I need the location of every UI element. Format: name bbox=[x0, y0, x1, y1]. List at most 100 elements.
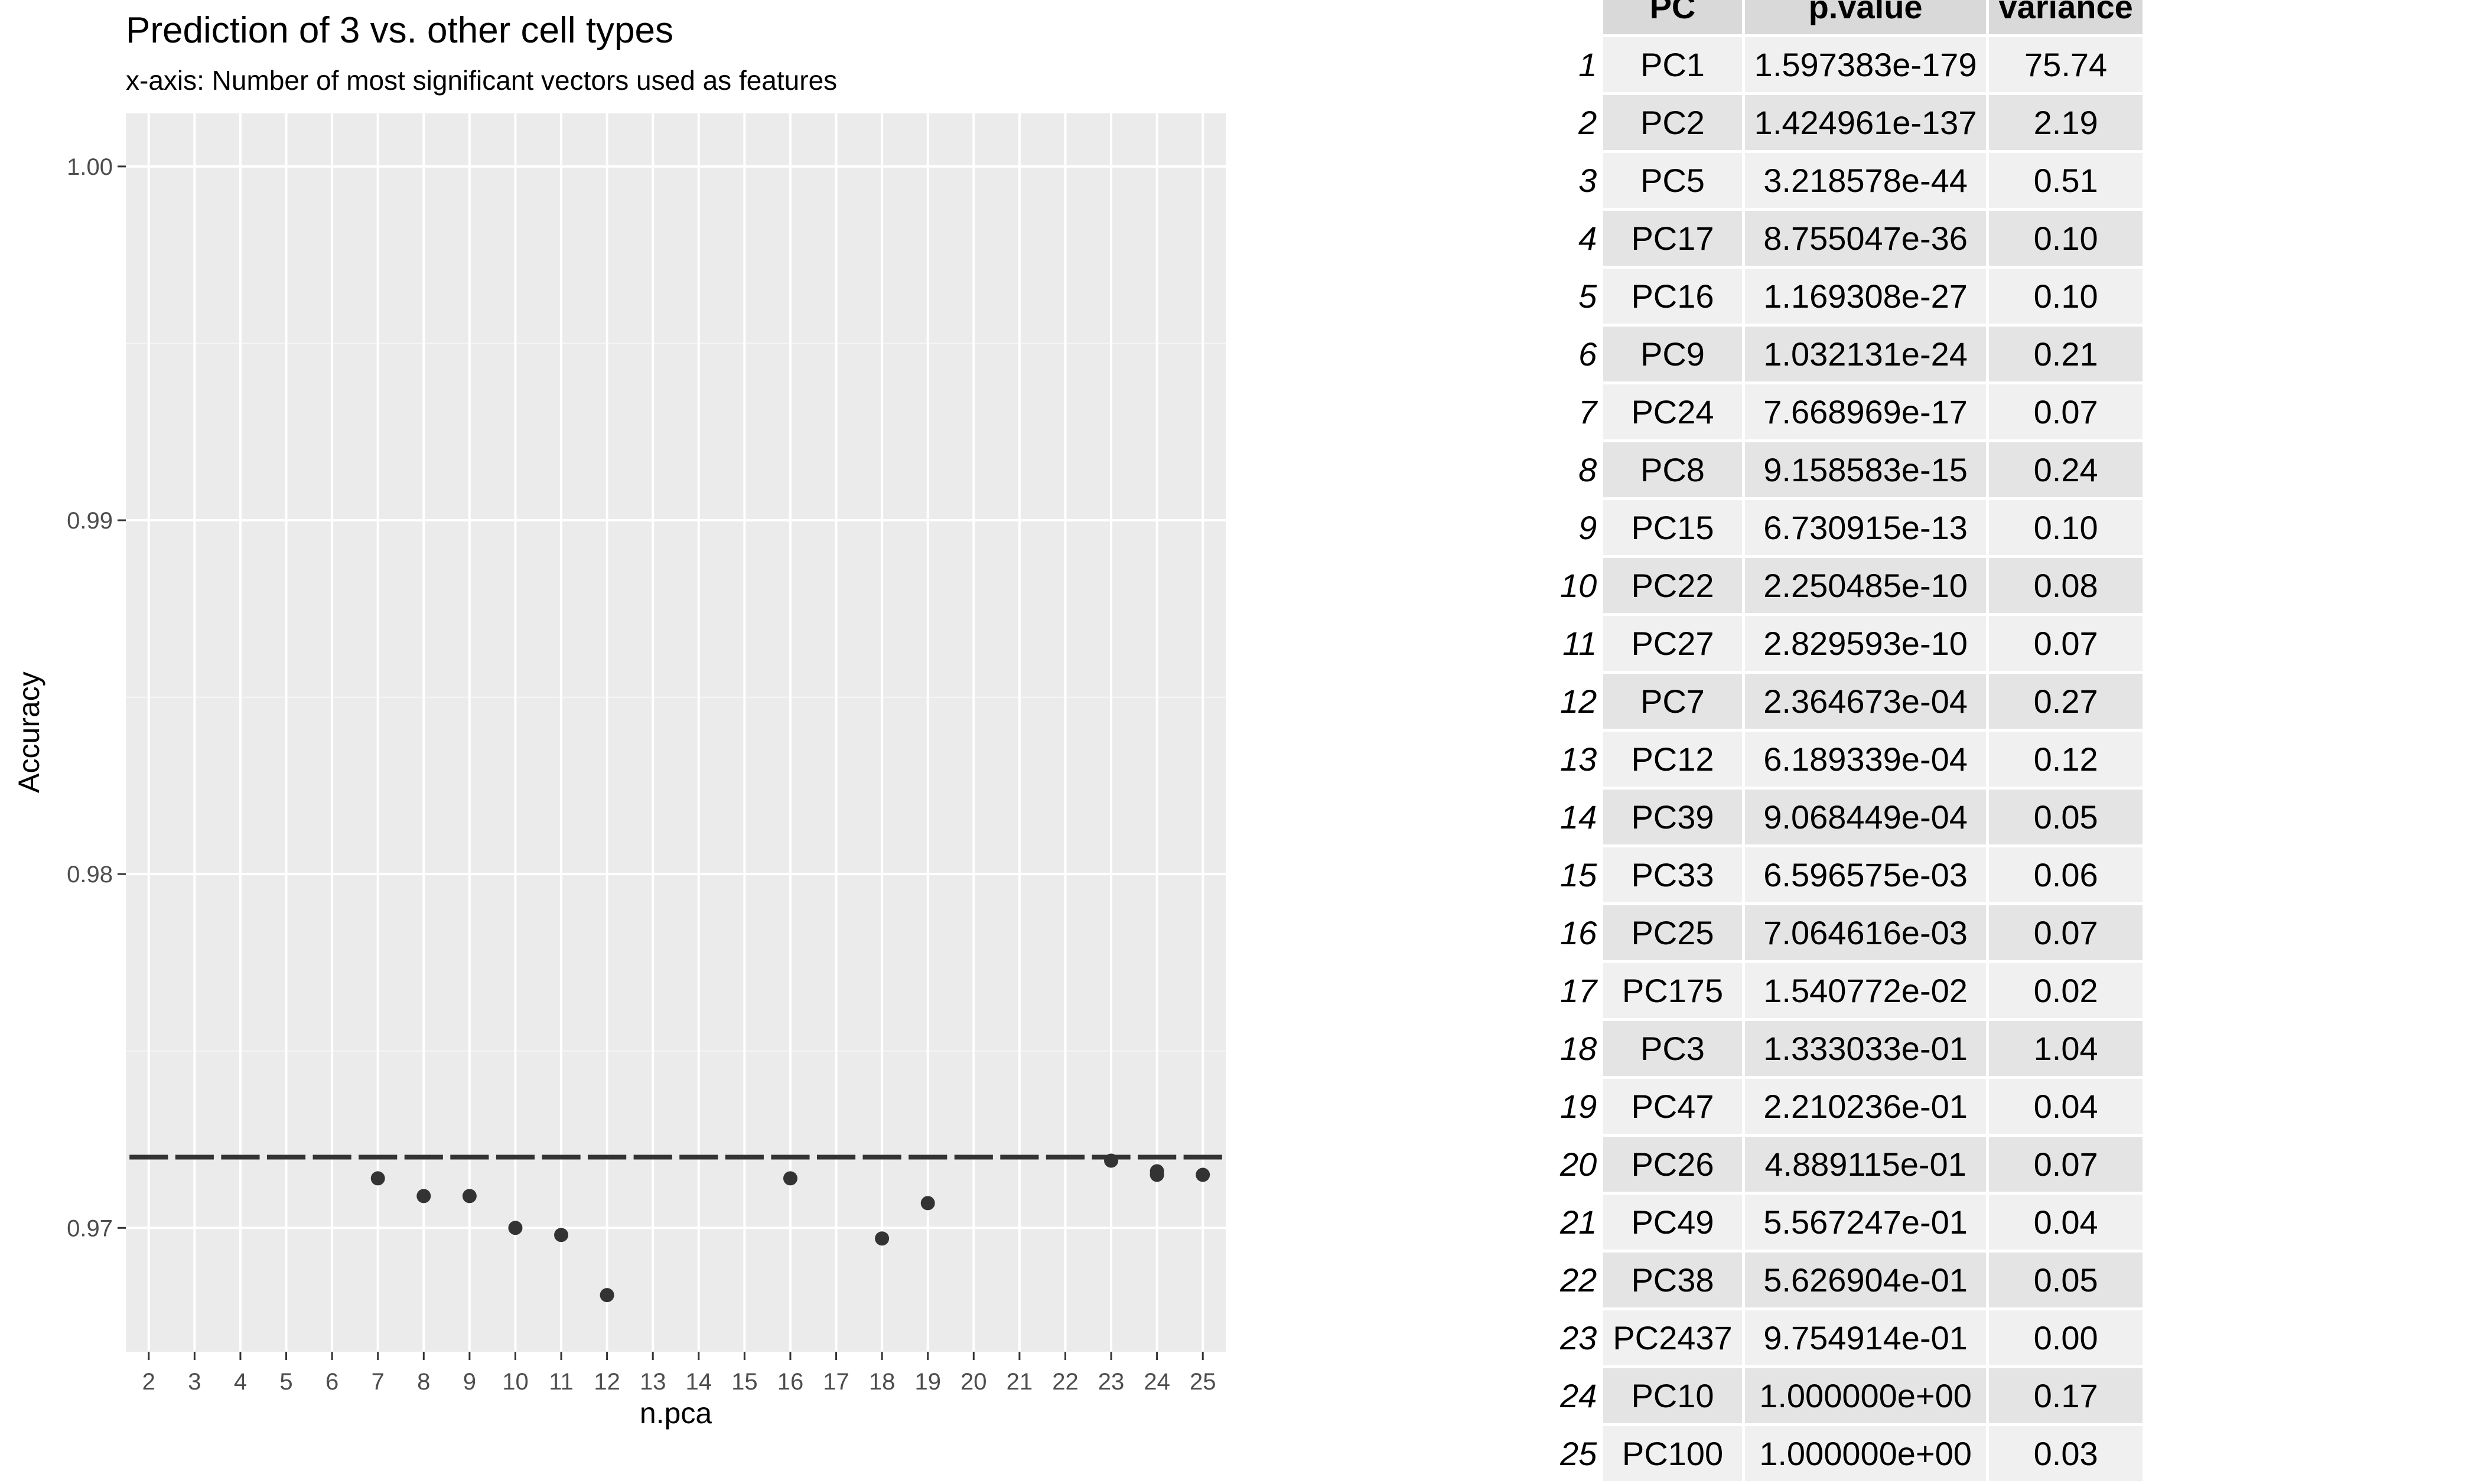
table-cell-pvalue: 7.064616e-03 bbox=[1744, 905, 1987, 960]
data-point bbox=[508, 1221, 523, 1235]
table-row-index: 25 bbox=[1560, 1435, 1597, 1472]
table-cell-pvalue: 1.169308e-27 bbox=[1744, 269, 1987, 324]
table-row: 10 PC22 2.250485e-10 0.08 bbox=[1551, 558, 2143, 613]
table-cell-pvalue: 4.889115e-01 bbox=[1744, 1137, 1987, 1192]
table-cell-variance: 0.10 bbox=[1989, 269, 2143, 324]
table-row: 1 PC1 1.597383e-179 75.74 bbox=[1551, 37, 2143, 92]
pc-pvalue-table: PC p.value variance 1 PC1 1.597383e-179 75.… bbox=[1548, 0, 2145, 1484]
table-cell-pc: PC16 bbox=[1603, 269, 1742, 324]
x-tick-label: 9 bbox=[463, 1369, 476, 1395]
table-cell-pvalue: 5.626904e-01 bbox=[1744, 1253, 1987, 1307]
x-tick-label: 2 bbox=[142, 1369, 155, 1395]
table-cell-pc: PC8 bbox=[1603, 442, 1742, 497]
table-cell-pc: PC10 bbox=[1603, 1368, 1742, 1423]
table-cell-variance: 0.05 bbox=[1989, 1253, 2143, 1307]
x-tick-label: 5 bbox=[279, 1369, 292, 1395]
x-tick-label: 23 bbox=[1098, 1369, 1125, 1395]
table-row-index: 10 bbox=[1560, 567, 1597, 604]
table-row-index: 22 bbox=[1560, 1261, 1597, 1299]
table-cell-pvalue: 6.189339e-04 bbox=[1744, 732, 1987, 787]
x-tick-label: 17 bbox=[823, 1369, 849, 1395]
table-cell-variance: 0.02 bbox=[1989, 963, 2143, 1018]
grid-lines bbox=[126, 113, 1226, 1352]
table-cell-pvalue: 1.540772e-02 bbox=[1744, 963, 1987, 1018]
x-tick-label: 22 bbox=[1052, 1369, 1079, 1395]
table-row: 3 PC5 3.218578e-44 0.51 bbox=[1551, 153, 2143, 208]
table-cell-variance: 0.51 bbox=[1989, 153, 2143, 208]
x-tick-label: 15 bbox=[731, 1369, 758, 1395]
table-row-index: 16 bbox=[1560, 914, 1597, 951]
x-tick-label: 7 bbox=[372, 1369, 385, 1395]
table-cell-pvalue: 1.000000e+00 bbox=[1744, 1426, 1987, 1481]
table-row-index: 15 bbox=[1560, 856, 1597, 893]
x-axis-ticks: 2 3 4 5 6 7 8 9 10 11 12 13 14 15 16 17 18 19 20 21 22 23 24 25 bbox=[142, 1352, 1216, 1395]
table-row: 19 PC47 2.210236e-01 0.04 bbox=[1551, 1079, 2143, 1134]
table-header-row: PC p.value variance bbox=[1551, 0, 2143, 34]
table-cell-pvalue: 2.829593e-10 bbox=[1744, 616, 1987, 671]
table-row: 15 PC33 6.596575e-03 0.06 bbox=[1551, 847, 2143, 902]
x-tick-label: 13 bbox=[640, 1369, 666, 1395]
data-point bbox=[1104, 1153, 1119, 1168]
x-tick-label: 12 bbox=[594, 1369, 620, 1395]
table-row-index: 7 bbox=[1578, 393, 1597, 430]
data-point bbox=[416, 1189, 431, 1203]
table-row: 6 PC9 1.032131e-24 0.21 bbox=[1551, 327, 2143, 381]
table-cell-pc: PC12 bbox=[1603, 732, 1742, 787]
data-point bbox=[920, 1196, 935, 1211]
table-row-index: 14 bbox=[1560, 798, 1597, 836]
data-point bbox=[1196, 1167, 1210, 1182]
table-cell-pvalue: 6.730915e-13 bbox=[1744, 500, 1987, 555]
table-cell-variance: 0.10 bbox=[1989, 211, 2143, 266]
table-cell-pvalue: 1.032131e-24 bbox=[1744, 327, 1987, 381]
chart-subtitle: x-axis: Number of most significant vecto… bbox=[126, 65, 837, 96]
table-cell-pc: PC49 bbox=[1603, 1195, 1742, 1250]
data-point bbox=[875, 1231, 890, 1246]
table-row: 2 PC2 1.424961e-137 2.19 bbox=[1551, 95, 2143, 150]
y-tick-label: 0.98 bbox=[67, 862, 113, 888]
table-row-index: 6 bbox=[1578, 335, 1597, 373]
table-cell-pc: PC1 bbox=[1603, 37, 1742, 92]
table-row-index: 4 bbox=[1578, 220, 1597, 257]
table-cell-pc: PC15 bbox=[1603, 500, 1742, 555]
table-body: 1 PC1 1.597383e-179 75.74 2 PC2 1.424961e-137 2… bbox=[1551, 37, 2143, 1481]
table-cell-pvalue: 8.755047e-36 bbox=[1744, 211, 1987, 266]
table-cell-pc: PC26 bbox=[1603, 1137, 1742, 1192]
table-row-index: 3 bbox=[1578, 162, 1597, 199]
table-row: 16 PC25 7.064616e-03 0.07 bbox=[1551, 905, 2143, 960]
table-row-index: 9 bbox=[1578, 509, 1597, 546]
table-cell-variance: 0.03 bbox=[1989, 1426, 2143, 1481]
table-cell-variance: 0.05 bbox=[1989, 790, 2143, 844]
y-tick-label: 1.00 bbox=[67, 154, 113, 180]
table-cell-pc: PC5 bbox=[1603, 153, 1742, 208]
data-point bbox=[554, 1228, 569, 1242]
table-cell-variance: 0.07 bbox=[1989, 905, 2143, 960]
table-cell-variance: 0.27 bbox=[1989, 674, 2143, 729]
table-header-pc: PC bbox=[1603, 0, 1742, 34]
x-tick-label: 16 bbox=[777, 1369, 804, 1395]
table-row: 22 PC38 5.626904e-01 0.05 bbox=[1551, 1253, 2143, 1307]
table-row: 23 PC2437 9.754914e-01 0.00 bbox=[1551, 1310, 2143, 1365]
table-cell-pc: PC9 bbox=[1603, 327, 1742, 381]
table-row-index: 2 bbox=[1578, 104, 1597, 141]
table-row-index: 12 bbox=[1560, 683, 1597, 720]
table-cell-pc: PC3 bbox=[1603, 1021, 1742, 1076]
table-cell-pc: PC27 bbox=[1603, 616, 1742, 671]
table-cell-pc: PC175 bbox=[1603, 963, 1742, 1018]
table-header-variance: variance bbox=[1989, 0, 2143, 34]
table-row-index: 23 bbox=[1560, 1319, 1597, 1356]
x-tick-label: 10 bbox=[502, 1369, 529, 1395]
table-cell-pc: PC7 bbox=[1603, 674, 1742, 729]
x-tick-label: 14 bbox=[686, 1369, 712, 1395]
data-point bbox=[1150, 1167, 1164, 1182]
table-cell-pvalue: 9.754914e-01 bbox=[1744, 1310, 1987, 1365]
table-row: 11 PC27 2.829593e-10 0.07 bbox=[1551, 616, 2143, 671]
table-row: 9 PC15 6.730915e-13 0.10 bbox=[1551, 500, 2143, 555]
x-tick-label: 24 bbox=[1144, 1369, 1170, 1395]
table-cell-variance: 0.06 bbox=[1989, 847, 2143, 902]
table-cell-variance: 0.07 bbox=[1989, 1137, 2143, 1192]
table-cell-pc: PC17 bbox=[1603, 211, 1742, 266]
x-tick-label: 18 bbox=[869, 1369, 896, 1395]
y-axis-label: Accuracy bbox=[12, 671, 45, 793]
table-cell-pvalue: 2.210236e-01 bbox=[1744, 1079, 1987, 1134]
x-tick-label: 4 bbox=[234, 1369, 247, 1395]
